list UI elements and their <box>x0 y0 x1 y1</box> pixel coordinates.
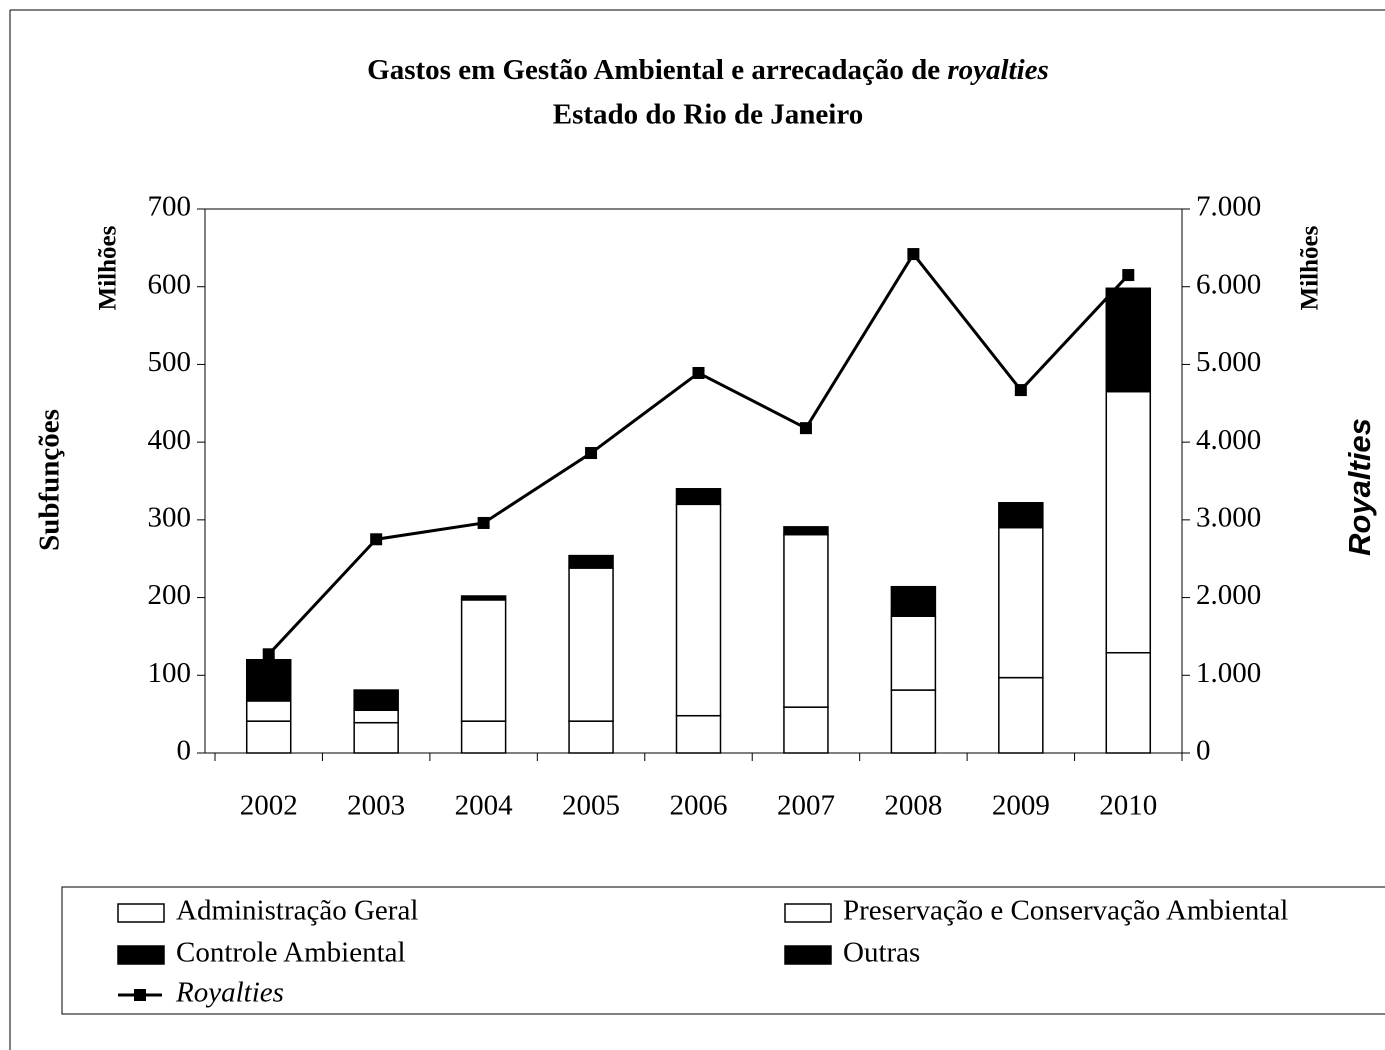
y2-tick-label: 6.000 <box>1196 268 1261 300</box>
point <box>799 422 812 435</box>
y2-tick-label: 7.000 <box>1196 191 1261 223</box>
point <box>692 366 705 379</box>
title-emphasis: royalties <box>947 54 1049 86</box>
y-unit-label: Milhões <box>95 225 122 310</box>
legend-label: Outras <box>843 937 920 969</box>
y2-tick-label: 2.000 <box>1196 579 1261 611</box>
bar <box>890 615 937 691</box>
legend-box <box>61 886 1385 1015</box>
x-tick-label: 2004 <box>455 790 514 822</box>
bar <box>890 585 937 617</box>
legend-label: Royalties <box>175 977 284 1009</box>
point <box>1014 384 1027 397</box>
bar <box>353 709 399 724</box>
legend-label: Preservação e Conservação Ambiental <box>843 895 1288 927</box>
bar <box>675 488 722 506</box>
y-tick-label: 300 <box>148 502 192 534</box>
x-tick-label: 2003 <box>347 790 405 822</box>
x-tick-label: 2009 <box>992 790 1050 822</box>
y-tick-label: 400 <box>148 424 192 456</box>
y2-axis-label: Royalties <box>1342 418 1377 556</box>
legend-label: Controle Ambiental <box>176 937 406 969</box>
y2-unit-label: Milhões <box>1297 225 1324 310</box>
bar <box>1105 287 1152 393</box>
bar <box>783 706 829 754</box>
bar <box>460 595 507 601</box>
bar <box>245 700 292 722</box>
bar <box>460 599 507 722</box>
x-tick-label: 2005 <box>562 790 620 822</box>
x-tick-label: 2010 <box>1099 790 1157 822</box>
bar <box>998 526 1044 679</box>
legend-swatch <box>117 903 165 923</box>
bar <box>675 503 722 717</box>
point <box>477 516 490 529</box>
legend-swatch <box>784 945 832 965</box>
y2-tick-label: 3.000 <box>1196 502 1261 534</box>
y-tick-label: 100 <box>148 657 192 689</box>
y2-tick-label: 0 <box>1196 735 1211 767</box>
y-axis-label: Subfunções <box>34 409 66 551</box>
y-tick-label: 500 <box>148 346 192 378</box>
bar <box>245 720 292 754</box>
y2-tick-label: 4.000 <box>1196 424 1261 456</box>
bar <box>998 502 1044 529</box>
point <box>585 447 598 460</box>
x-tick-label: 2008 <box>884 790 942 822</box>
point <box>1122 269 1135 282</box>
x-tick-label: 2006 <box>670 790 728 822</box>
title-main: Gastos em Gestão Ambiental e arrecadação… <box>367 54 940 86</box>
y-tick-label: 600 <box>148 268 192 300</box>
bar <box>890 689 937 754</box>
bar <box>675 714 722 754</box>
y-tick-label: 700 <box>148 191 192 223</box>
point <box>262 648 275 661</box>
bar <box>353 689 399 712</box>
bar <box>353 721 399 754</box>
bar <box>460 720 507 754</box>
bar <box>568 567 614 722</box>
chart-title: Gastos em Gestão Ambiental e arrecadação… <box>367 54 1049 86</box>
point <box>907 248 920 261</box>
y-tick-label: 200 <box>148 579 192 611</box>
legend-swatch <box>784 903 832 923</box>
legend-swatch <box>117 945 165 965</box>
legend-label: Administração Geral <box>176 895 418 927</box>
bar <box>568 720 614 754</box>
chart-subtitle: Estado do Rio de Janeiro <box>553 99 863 131</box>
x-tick-label: 2007 <box>777 790 835 822</box>
y-tick-label: 0 <box>177 735 192 767</box>
bar <box>1105 390 1152 654</box>
bar <box>245 658 292 702</box>
y2-tick-label: 5.000 <box>1196 346 1261 378</box>
bar <box>783 526 829 536</box>
y2-tick-label: 1.000 <box>1196 657 1261 689</box>
x-tick-label: 2002 <box>240 790 298 822</box>
legend-swatch-marker <box>134 989 146 1001</box>
bar <box>998 676 1044 754</box>
bar <box>568 554 614 569</box>
bar <box>783 533 829 708</box>
bar <box>1105 651 1152 754</box>
point <box>370 533 383 546</box>
